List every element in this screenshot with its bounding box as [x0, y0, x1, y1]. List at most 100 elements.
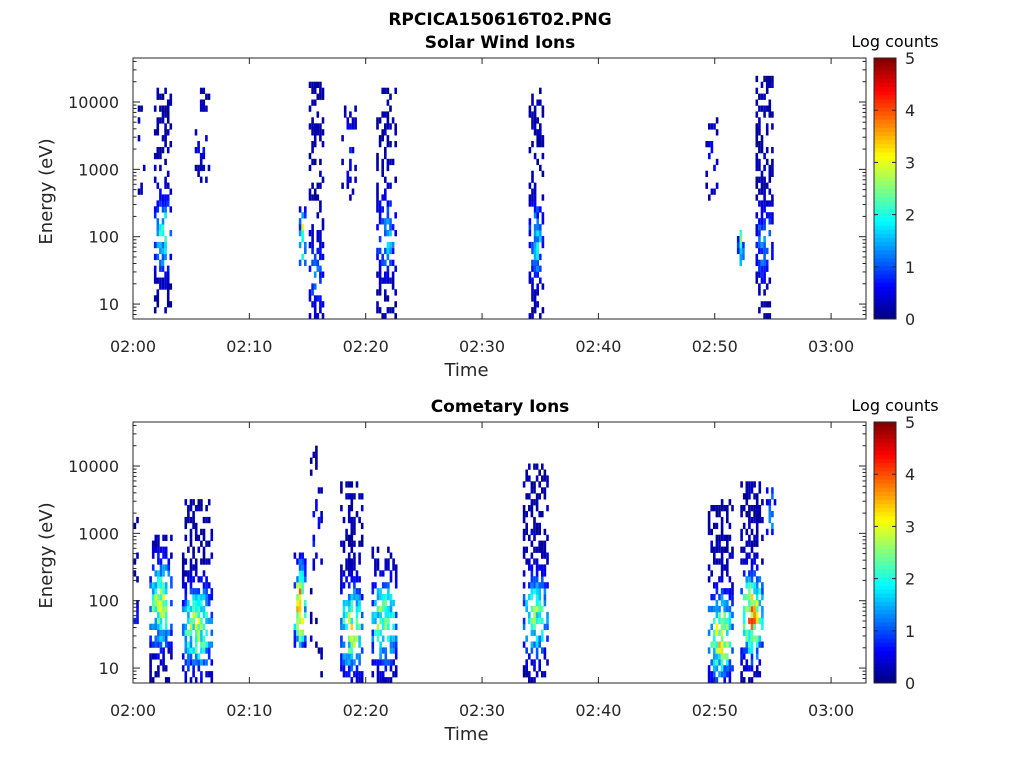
colorbar-segment: [874, 454, 896, 460]
heatmap-cell: [726, 641, 729, 648]
heatmap-cell: [154, 546, 158, 553]
heatmap-cell: [319, 81, 322, 88]
heatmap-cell: [166, 117, 170, 124]
heatmap-cell: [726, 546, 729, 553]
heatmap-cell: [184, 641, 188, 648]
heatmap-cell: [298, 629, 302, 636]
heatmap-cell: [156, 289, 160, 296]
heatmap-cell: [162, 582, 165, 589]
heatmap-cell: [164, 241, 167, 249]
heatmap-cell: [170, 582, 173, 589]
heatmap-cell: [345, 671, 348, 678]
heatmap-cell: [387, 588, 390, 595]
panel-title: Cometary Ions: [431, 397, 570, 417]
heatmap-cell: [353, 540, 356, 547]
heatmap-cell: [192, 623, 195, 630]
heatmap-cell: [538, 611, 541, 619]
heatmap-cell: [389, 570, 393, 577]
heatmap-cell: [192, 564, 195, 571]
heatmap-cell: [539, 206, 542, 213]
heatmap-cell: [153, 152, 157, 160]
heatmap-cell: [541, 463, 544, 470]
heatmap-cell: [389, 635, 393, 642]
heatmap-cell: [384, 123, 387, 130]
heatmap-cell: [379, 570, 382, 577]
heatmap-cell: [156, 117, 160, 124]
heatmap-cell: [313, 271, 317, 278]
heatmap-cell: [161, 200, 165, 207]
heatmap-cell: [320, 487, 323, 494]
heatmap-cell: [533, 206, 537, 213]
heatmap-cell: [755, 540, 759, 547]
heatmap-cell: [347, 505, 351, 512]
heatmap-cell: [541, 629, 544, 636]
heatmap-cell: [768, 81, 772, 88]
heatmap-cell: [768, 230, 772, 237]
colorbar-tick-label: 2: [905, 206, 915, 225]
heatmap-cell: [394, 671, 398, 678]
heatmap-cell: [316, 212, 320, 219]
heatmap-cell: [379, 611, 382, 619]
heatmap-cell: [742, 522, 746, 530]
heatmap-cell: [205, 588, 208, 595]
heatmap-cell: [151, 552, 155, 559]
heatmap-cell: [205, 582, 208, 589]
heatmap-cell: [750, 516, 754, 524]
heatmap-cell: [378, 277, 382, 284]
heatmap-cell: [530, 576, 534, 583]
heatmap-cell: [379, 647, 382, 654]
heatmap-cell: [760, 224, 764, 231]
heatmap-cell: [381, 129, 384, 136]
heatmap-cell: [159, 117, 162, 124]
heatmap-cell: [718, 641, 721, 648]
heatmap-cell: [713, 605, 716, 613]
heatmap-cell: [360, 647, 364, 654]
heatmap-cell: [197, 588, 201, 595]
heatmap-cell: [726, 516, 729, 524]
heatmap-cell: [389, 677, 393, 683]
heatmap-cell: [341, 182, 344, 189]
heatmap-cell: [384, 605, 388, 613]
heatmap-cell: [376, 188, 379, 195]
heatmap-cell: [748, 570, 751, 577]
heatmap-cell: [736, 236, 740, 243]
heatmap-cell: [371, 635, 375, 642]
heatmap-cell: [541, 111, 545, 118]
colorbar-segment: [874, 528, 896, 533]
heatmap-cell: [539, 141, 542, 148]
heatmap-cell: [531, 93, 534, 100]
heatmap-cell: [753, 505, 756, 512]
heatmap-cell: [371, 552, 375, 559]
heatmap-cell: [543, 552, 547, 559]
heatmap-cell: [713, 629, 716, 636]
heatmap-cell: [748, 635, 751, 642]
y-tick-label: 100: [88, 592, 119, 611]
heatmap-cell: [389, 277, 392, 284]
heatmap-cell: [355, 594, 359, 601]
heatmap-cell: [386, 230, 390, 237]
heatmap-cell: [715, 540, 719, 547]
heatmap-cell: [392, 635, 395, 642]
heatmap-cell: [745, 582, 749, 589]
heatmap-cell: [194, 147, 198, 154]
heatmap-cell: [298, 617, 302, 625]
heatmap-cell: [161, 135, 165, 142]
heatmap-cell: [715, 665, 719, 672]
heatmap-cell: [530, 647, 534, 654]
heatmap-cell: [194, 623, 198, 630]
heatmap-cell: [187, 516, 190, 524]
heatmap-cell: [205, 629, 208, 636]
heatmap-cell: [720, 629, 724, 636]
heatmap-cell: [320, 558, 323, 565]
heatmap-cell: [156, 147, 160, 154]
heatmap-cell: [162, 665, 165, 672]
heatmap-cell: [347, 534, 351, 541]
heatmap-cell: [376, 677, 380, 683]
colorbar-segment: [874, 151, 896, 157]
heatmap-cell: [384, 271, 387, 278]
heatmap-cell: [740, 647, 743, 654]
colorbar-segment: [874, 617, 896, 623]
heatmap-cell: [758, 105, 761, 112]
heatmap-cell: [159, 617, 163, 625]
heatmap-cell: [718, 611, 721, 619]
